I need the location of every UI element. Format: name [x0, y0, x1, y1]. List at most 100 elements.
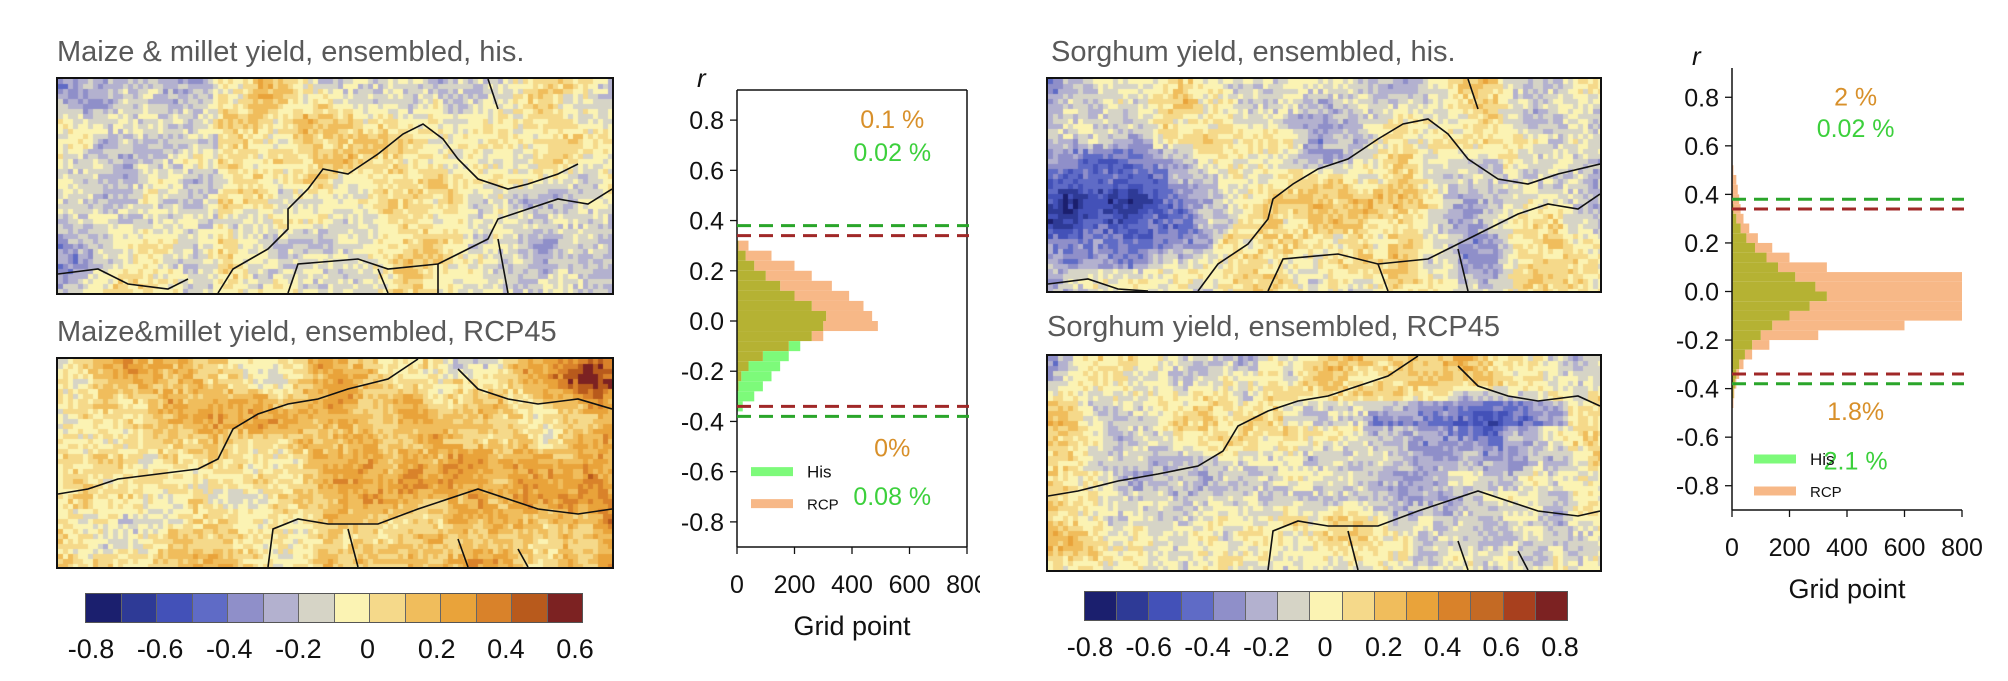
y-tick-label: -0.6 — [1676, 424, 1719, 452]
bar-overlap — [737, 300, 812, 311]
bar-overlap — [737, 250, 746, 261]
y-tick-label: 0.4 — [689, 208, 724, 236]
x-tick-label: 0 — [1725, 534, 1739, 562]
colorbar-swatch — [263, 594, 299, 622]
bar-overlap — [1732, 340, 1753, 350]
bar-rcp — [1826, 291, 1962, 302]
colorbar-tick-label: 0.4 — [487, 634, 525, 664]
bar-his — [788, 341, 801, 352]
y-tick-label: -0.6 — [681, 459, 724, 487]
bar-rcp — [1746, 233, 1758, 243]
bar-overlap — [1732, 272, 1796, 282]
colorbar-swatch — [228, 594, 264, 622]
bar-rcp — [1760, 330, 1819, 341]
colorbar-tick-label: 0 — [360, 634, 376, 664]
bar-overlap — [737, 331, 812, 342]
colorbar-swatch — [121, 594, 157, 622]
colorbar-swatch — [1149, 592, 1182, 620]
colorbar-tick-label: 0.2 — [1364, 632, 1403, 662]
map-title-maize-rcp45: Maize&millet yield, ensembled, RCP45 — [57, 316, 557, 348]
colorbar-swatch — [157, 594, 193, 622]
border-lines — [58, 79, 612, 293]
bar-rcp — [1815, 281, 1962, 292]
colorbar-sorghum — [1084, 591, 1568, 621]
x-tick-label: 200 — [1769, 534, 1811, 562]
colorbar-tick-label: 0.4 — [1423, 632, 1462, 662]
colorbar-tick-label: 0.6 — [1482, 632, 1521, 662]
bar-overlap — [737, 290, 795, 301]
bar-overlap — [737, 341, 789, 352]
colorbar-tick-label: 0.6 — [556, 634, 594, 664]
y-tick-label: 0.6 — [689, 157, 724, 185]
bar-rcp — [1739, 359, 1744, 370]
y-tick-label: -0.4 — [681, 408, 724, 436]
y-tick-label: 0.6 — [1684, 133, 1719, 161]
x-tick-label: 600 — [1884, 534, 1926, 562]
y-tick-label: -0.8 — [1676, 473, 1719, 501]
colorbar-swatch — [1342, 592, 1375, 620]
y-tick-label: -0.2 — [1676, 327, 1719, 355]
x-axis-label: Grid point — [793, 611, 911, 641]
bar-overlap — [1732, 262, 1778, 273]
y-tick-label: 0.2 — [689, 258, 724, 286]
annotation-his-upper: 0.02 % — [1817, 115, 1895, 143]
colorbar-swatch — [1278, 592, 1311, 620]
border-lines — [58, 359, 612, 567]
map-title-sorghum-his: Sorghum yield, ensembled, his. — [1051, 36, 1456, 68]
bar-overlap — [1732, 242, 1755, 253]
colorbar-swatch — [192, 594, 228, 622]
x-tick-label: 800 — [1941, 534, 1983, 562]
bar-rcp — [1744, 349, 1753, 360]
legend-label-his: His — [807, 463, 832, 482]
x-tick-label: 400 — [831, 571, 873, 599]
colorbar-swatch — [1213, 592, 1247, 620]
legend-label-rcp: RCP — [1810, 484, 1842, 501]
border-lines — [1048, 356, 1600, 570]
bar-rcp — [811, 331, 824, 342]
y-tick-label: -0.2 — [681, 358, 724, 386]
x-tick-label: 0 — [730, 571, 744, 599]
bar-rcp — [765, 270, 812, 281]
colorbar-swatch — [1407, 592, 1440, 620]
bar-rcp — [780, 280, 832, 291]
bar-overlap — [737, 371, 742, 382]
bar-rcp — [1766, 252, 1790, 263]
y-axis-label: r — [1692, 41, 1702, 71]
x-tick-label: 200 — [774, 571, 816, 599]
bar-rcp — [1809, 301, 1962, 311]
bar-overlap — [1732, 252, 1767, 263]
bar-overlap — [1732, 223, 1741, 234]
annotation-his-lower: 2.1 % — [1824, 447, 1888, 475]
histogram-maize: 0.8 0.6 0.4 0.2 0.0 -0.2 -0.4 -0.6 -0.8 0 200 400 60… — [681, 63, 980, 641]
x-axis-label: Grid point — [1788, 574, 1906, 604]
annotation-rcp-upper: 0.1 % — [860, 106, 924, 134]
colorbar-swatch — [512, 594, 548, 622]
map-sorghum-rcp45 — [1046, 354, 1602, 572]
y-axis-label: r — [697, 63, 707, 93]
map-sorghum-his — [1046, 77, 1602, 293]
colorbar-swatch — [1374, 592, 1408, 620]
colorbar-maize — [85, 593, 583, 623]
y-tick-label: 0.8 — [1684, 84, 1719, 112]
map-title-maize-his: Maize & millet yield, ensembled, his. — [57, 36, 525, 68]
y-tick-label: -0.8 — [681, 509, 724, 537]
bar-overlap — [737, 321, 824, 332]
colorbar-swatch — [86, 594, 122, 622]
bar-rcp — [811, 300, 864, 311]
bar-rcp — [794, 290, 850, 301]
bar-rcp — [1795, 272, 1962, 282]
bar-rcp — [745, 250, 772, 261]
x-tick-label: 800 — [946, 571, 980, 599]
colorbar-tick-label: 0.8 — [1541, 632, 1579, 662]
colorbar-swatch — [547, 594, 582, 622]
bar-overlap — [737, 280, 781, 291]
bar-rcp — [1740, 223, 1750, 234]
colorbar-tick-label: -0.8 — [67, 634, 115, 664]
colorbar-swatch — [1310, 592, 1343, 620]
colorbar-tick-label: -0.6 — [1125, 632, 1173, 662]
y-tick-label: 0.4 — [1684, 181, 1719, 209]
colorbar-swatch — [1535, 592, 1568, 620]
bar-rcp — [1736, 213, 1744, 224]
colorbar-swatch — [1085, 592, 1118, 620]
colorbar-tick-label: 0 — [1317, 632, 1333, 662]
